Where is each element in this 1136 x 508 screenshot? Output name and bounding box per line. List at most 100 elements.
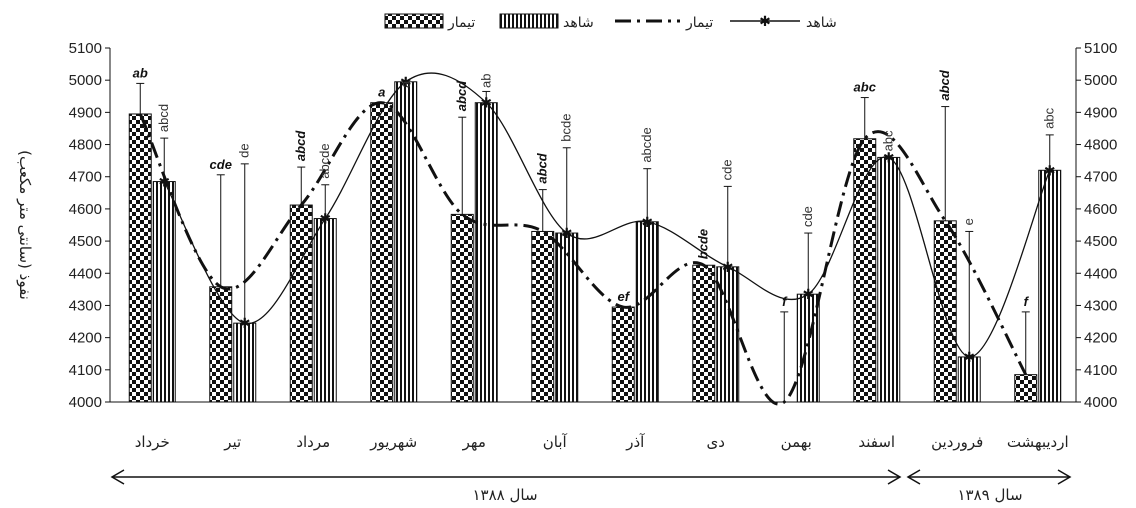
legend-item-bar-control: شاهد xyxy=(499,13,594,31)
legend-label-bar-control: شاهد xyxy=(563,15,594,31)
y-tick-label-right: 4900 xyxy=(1084,104,1117,121)
x-category-label: اردیبهشت xyxy=(1007,433,1069,451)
control-point-star-icon: ✱ xyxy=(239,316,251,332)
treatment-bar xyxy=(611,306,635,403)
arrowhead-left-icon xyxy=(906,469,921,485)
y-ticks-right: 4000 4100 4200 4300 4400 4500 4600 4700 4800 4900… xyxy=(1076,40,1117,411)
error-bars xyxy=(136,82,1054,402)
treatment-bar-label: ef xyxy=(617,289,630,304)
trend-lines: ✱ ✱ ✱ ✱ ✱ ✱ ✱ ✱ ✱ ✱ ✱ ✱ xyxy=(138,72,1056,406)
x-category-label: اسفند xyxy=(858,433,895,451)
period-label-1389: سال ۱۳۸۹ xyxy=(957,486,1022,504)
treatment-bar-label: abc xyxy=(854,80,877,95)
control-bar xyxy=(635,221,659,403)
legend-item-line-treatment: تیمار xyxy=(615,15,713,31)
x-category-label: شهریور xyxy=(369,433,417,451)
treatment-bar xyxy=(531,230,555,403)
y-tick-label-right: 4200 xyxy=(1084,330,1117,347)
y-axis-label: نفوذ (سانتی متر مکعب) xyxy=(16,150,34,300)
treatment-bar-label: abcd xyxy=(293,130,308,161)
legend-swatch-checker xyxy=(384,13,444,29)
control-bar-label: a xyxy=(398,80,413,88)
treatment-bar-label: f xyxy=(1024,294,1030,309)
axes xyxy=(109,48,1077,403)
arrowhead-right-icon xyxy=(887,469,902,485)
y-tick-label-right: 4300 xyxy=(1084,297,1117,314)
control-bar-label: abc xyxy=(881,130,896,151)
legend-label-bar-treatment: تیمار xyxy=(447,15,475,31)
y-tick-label-right: 4500 xyxy=(1084,233,1117,250)
treatment-bar-label: abcd xyxy=(535,152,550,183)
control-point-star-icon: ✱ xyxy=(319,212,331,228)
control-bar-label: de xyxy=(237,143,252,157)
control-point-star-icon: ✱ xyxy=(883,150,895,166)
control-bar-label: abcd xyxy=(156,104,171,132)
y-tick-label-left: 4900 xyxy=(69,104,102,121)
y-tick-label-left: 4400 xyxy=(69,265,102,282)
x-category-label: تیر xyxy=(223,433,241,451)
control-bar xyxy=(796,293,820,403)
legend-label-line-control: شاهد xyxy=(806,15,837,31)
y-tick-label-left: 4200 xyxy=(69,330,102,347)
legend-label-line-treatment: تیمار xyxy=(685,15,713,31)
control-point-star-icon: ✱ xyxy=(963,350,975,366)
control-point-star-icon: ✱ xyxy=(561,226,573,242)
treatment-bar-label: cde xyxy=(210,157,232,172)
treatment-bar-label: f xyxy=(782,294,788,309)
treatment-bar xyxy=(692,264,716,403)
y-tick-label-right: 4000 xyxy=(1084,394,1117,411)
x-category-label: بهمن xyxy=(781,433,812,451)
control-point-star-icon: ✱ xyxy=(158,175,170,191)
y-tick-label-right: 4100 xyxy=(1084,362,1117,379)
treatment-bar xyxy=(933,220,957,403)
control-bar xyxy=(152,181,176,403)
x-category-label: آبان xyxy=(543,433,568,451)
control-bar xyxy=(233,322,257,403)
x-category-label: مهر xyxy=(462,433,486,451)
control-point-star-icon: ✱ xyxy=(1044,163,1056,179)
y-tick-label-left: 4600 xyxy=(69,201,102,218)
x-category-label: خرداد xyxy=(135,433,170,451)
legend-swatch-stripes xyxy=(499,13,559,29)
y-tick-label-left: 4800 xyxy=(69,137,102,154)
control-bar-label: e xyxy=(961,218,976,225)
control-bar xyxy=(394,81,418,403)
control-bar xyxy=(474,102,498,403)
x-category-label: آذر xyxy=(625,433,645,451)
y-tick-label-right: 4400 xyxy=(1084,265,1117,282)
control-point-star-icon: ✱ xyxy=(400,75,412,91)
y-tick-label-right: 4600 xyxy=(1084,201,1117,218)
treatment-bar xyxy=(128,113,152,403)
bars xyxy=(128,81,1062,403)
period-arrows: سال ۱۳۸۸ سال ۱۳۸۹ xyxy=(110,469,1072,504)
control-bar-label: cde xyxy=(800,206,815,227)
control-point-star-icon: ✱ xyxy=(641,215,653,231)
control-trend-line xyxy=(163,72,1051,358)
treatment-bar xyxy=(1014,374,1038,403)
control-point-star-icon: ✱ xyxy=(480,96,492,112)
y-tick-label-left: 5100 xyxy=(69,40,102,57)
y-tick-label-right: 4700 xyxy=(1084,169,1117,186)
control-bar-label: ab xyxy=(478,74,493,88)
control-bar-label: cde xyxy=(720,159,735,180)
y-tick-label-left: 4700 xyxy=(69,169,102,186)
treatment-bar xyxy=(450,213,474,403)
legend: تیمار شاهد تیمار ✱ شاهد xyxy=(384,13,837,31)
x-category-label: فروردین xyxy=(931,433,983,451)
y-tick-label-left: 4300 xyxy=(69,297,102,314)
y-tick-label-left: 4000 xyxy=(69,394,102,411)
control-bar xyxy=(1038,169,1062,403)
treatment-trend-line xyxy=(138,101,1028,406)
treatment-bar-label: abcd xyxy=(454,80,469,111)
treatment-bar xyxy=(209,286,233,403)
treatment-bar-label: abcd xyxy=(937,69,952,100)
y-tick-label-right: 5100 xyxy=(1084,40,1117,57)
treatment-bar-label: ab xyxy=(133,65,148,80)
x-category-label: دی xyxy=(707,433,725,451)
y-ticks-left: 4000 4100 4200 4300 4400 4500 4600 4700 4800 4900… xyxy=(69,40,110,411)
legend-item-line-control: ✱ شاهد xyxy=(730,14,837,31)
x-category-label: مرداد xyxy=(296,433,330,451)
control-bar-label: abcde xyxy=(639,127,654,162)
control-bar-label: bcde xyxy=(559,114,574,142)
